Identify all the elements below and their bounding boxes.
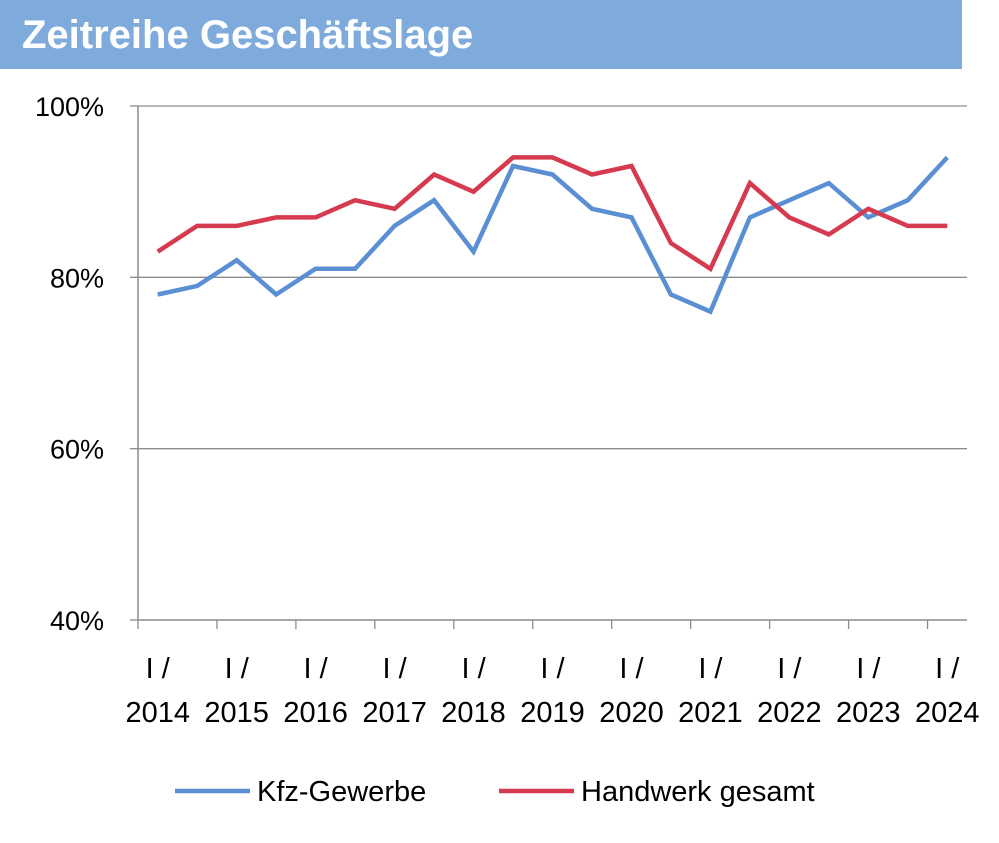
x-tick-label-line1: I / bbox=[146, 653, 171, 685]
y-tick-label: 60% bbox=[50, 435, 104, 465]
x-tick-label-line1: I / bbox=[304, 653, 329, 685]
x-tick-label-year: 2014 bbox=[125, 697, 190, 729]
legend: Kfz-Gewerbe Handwerk gesamt bbox=[175, 776, 815, 808]
x-tick-label-line1: I / bbox=[619, 653, 644, 685]
y-tick-label: 40% bbox=[50, 606, 104, 636]
x-tick-label-line1: I / bbox=[777, 653, 802, 685]
y-tick-label: 100% bbox=[35, 92, 104, 122]
x-tick-label-line1: I / bbox=[461, 653, 486, 685]
x-tick-label-line1: I / bbox=[540, 653, 565, 685]
y-tick-label: 80% bbox=[50, 263, 104, 293]
x-tick-label-year: 2015 bbox=[204, 697, 269, 729]
x-tick-label-year: 2022 bbox=[757, 697, 822, 729]
x-tick-label-line1: I / bbox=[935, 653, 960, 685]
x-tick-label-year: 2018 bbox=[441, 697, 506, 729]
series-lines bbox=[156, 155, 949, 315]
x-tick-label-year: 2016 bbox=[283, 697, 348, 729]
grid-lines bbox=[138, 105, 967, 450]
axes bbox=[130, 105, 967, 629]
x-tick-label-line1: I / bbox=[698, 653, 723, 685]
x-tick-label-year: 2021 bbox=[678, 697, 743, 729]
series-line-kfz-gewerbe bbox=[157, 155, 949, 315]
chart-title: Zeitreihe Geschäftslage bbox=[22, 13, 474, 57]
series-line-handwerk-gesamt bbox=[156, 155, 948, 273]
x-tick-label-line1: I / bbox=[383, 653, 408, 685]
x-tick-label-year: 2020 bbox=[599, 697, 664, 729]
y-axis-tick-labels: 40% 60% 80% 100% bbox=[35, 92, 104, 636]
x-tick-label-year: 2023 bbox=[836, 697, 901, 729]
legend-label: Handwerk gesamt bbox=[581, 776, 815, 808]
x-tick-label-line1: I / bbox=[856, 653, 881, 685]
x-tick-label-year: 2019 bbox=[520, 697, 585, 729]
legend-label: Kfz-Gewerbe bbox=[257, 776, 426, 808]
x-tick-label-year: 2024 bbox=[915, 697, 980, 729]
x-tick-label-year: 2017 bbox=[362, 697, 427, 729]
x-tick-label-line1: I / bbox=[225, 653, 250, 685]
x-axis-tick-labels: I / 2014 I / 2015 I / 2016 I / 2017 I / 2018 I / 20… bbox=[125, 653, 979, 729]
title-bar: Zeitreihe Geschäftslage bbox=[0, 0, 962, 69]
